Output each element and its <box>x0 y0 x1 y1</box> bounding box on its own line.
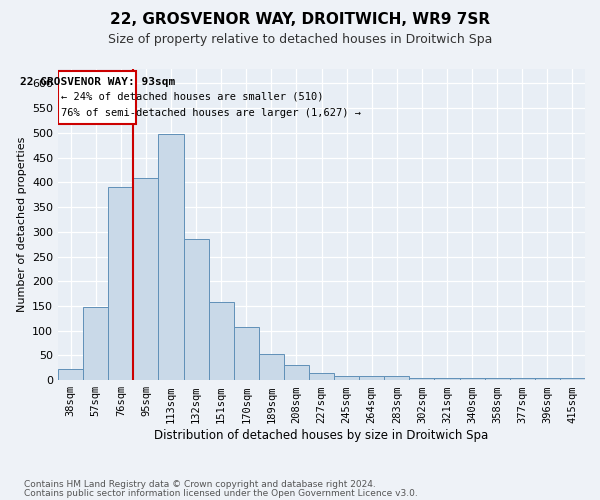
Text: Contains public sector information licensed under the Open Government Licence v3: Contains public sector information licen… <box>24 489 418 498</box>
Text: 22, GROSVENOR WAY, DROITWICH, WR9 7SR: 22, GROSVENOR WAY, DROITWICH, WR9 7SR <box>110 12 490 28</box>
Text: ← 24% of detached houses are smaller (510): ← 24% of detached houses are smaller (51… <box>61 92 323 102</box>
Bar <box>309 373 334 380</box>
Bar <box>158 134 184 380</box>
Bar <box>409 378 434 380</box>
Bar <box>535 378 560 380</box>
Bar <box>434 378 460 380</box>
FancyBboxPatch shape <box>58 71 136 124</box>
Bar <box>460 378 485 380</box>
Text: Size of property relative to detached houses in Droitwich Spa: Size of property relative to detached ho… <box>108 32 492 46</box>
Text: Contains HM Land Registry data © Crown copyright and database right 2024.: Contains HM Land Registry data © Crown c… <box>24 480 376 489</box>
Bar <box>334 376 359 380</box>
Text: 22 GROSVENOR WAY: 93sqm: 22 GROSVENOR WAY: 93sqm <box>20 78 175 88</box>
Bar <box>234 328 259 380</box>
Bar <box>485 378 510 380</box>
Bar <box>384 376 409 380</box>
Bar <box>108 187 133 380</box>
Bar <box>284 366 309 380</box>
Bar <box>359 376 384 380</box>
Bar <box>58 370 83 380</box>
Bar <box>510 378 535 380</box>
Bar <box>259 354 284 380</box>
Bar <box>560 378 585 380</box>
X-axis label: Distribution of detached houses by size in Droitwich Spa: Distribution of detached houses by size … <box>154 430 488 442</box>
Y-axis label: Number of detached properties: Number of detached properties <box>17 136 26 312</box>
Text: 76% of semi-detached houses are larger (1,627) →: 76% of semi-detached houses are larger (… <box>61 108 361 118</box>
Bar <box>133 178 158 380</box>
Bar <box>184 239 209 380</box>
Bar <box>209 302 234 380</box>
Bar <box>83 307 108 380</box>
